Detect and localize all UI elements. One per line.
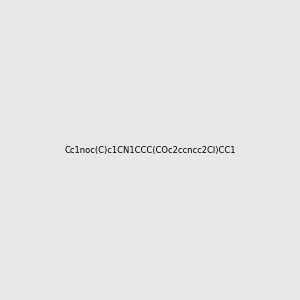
Text: Cc1noc(C)c1CN1CCC(COc2ccncc2Cl)CC1: Cc1noc(C)c1CN1CCC(COc2ccncc2Cl)CC1 <box>64 146 236 154</box>
